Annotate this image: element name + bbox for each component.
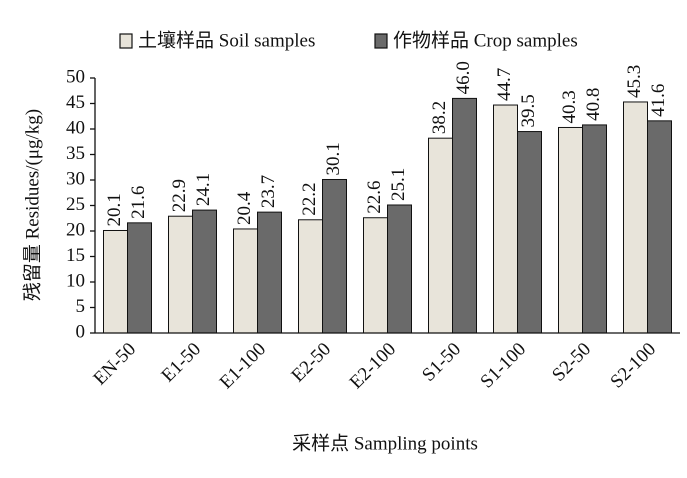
bar — [233, 228, 258, 334]
bar — [103, 229, 128, 334]
x-tick-label: E2-50 — [287, 339, 335, 387]
bar — [168, 215, 193, 334]
y-tick-label: 15 — [66, 245, 85, 266]
data-label: 40.3 — [559, 90, 580, 123]
y-tick-label: 25 — [66, 194, 85, 215]
x-tick-label: S2-100 — [606, 339, 660, 393]
data-label: 22.6 — [364, 180, 385, 213]
data-label: 38.2 — [429, 101, 450, 134]
bar — [452, 97, 477, 334]
bar — [647, 120, 672, 334]
data-label: 20.1 — [104, 193, 125, 226]
data-label: 22.2 — [299, 183, 320, 216]
y-tick-label: 50 — [66, 66, 85, 87]
x-tick-label: S1-50 — [418, 339, 465, 386]
y-tick-label: 30 — [66, 168, 85, 189]
data-label: 21.6 — [128, 186, 149, 219]
data-label: 41.6 — [648, 84, 669, 117]
x-tick-label: S2-50 — [548, 339, 595, 386]
bar — [623, 101, 648, 334]
x-tick-label: EN-50 — [89, 339, 140, 390]
y-tick-label: 5 — [76, 296, 86, 317]
data-label: 46.0 — [453, 61, 474, 94]
bar — [493, 104, 518, 334]
data-label: 44.7 — [494, 68, 515, 101]
legend-label: 土壤样品 Soil samples — [138, 29, 315, 51]
x-axis-title: 采样点 Sampling points — [292, 432, 478, 454]
data-label: 20.4 — [234, 191, 255, 225]
data-label: 23.7 — [258, 175, 279, 208]
legend-swatch — [374, 33, 388, 49]
data-label: 24.1 — [193, 173, 214, 206]
bar — [387, 204, 412, 334]
data-label: 39.5 — [518, 94, 539, 127]
x-tick-label: S1-100 — [476, 339, 530, 393]
y-tick-label: 0 — [76, 321, 86, 342]
legend-swatch — [119, 33, 133, 49]
data-label: 25.1 — [388, 168, 409, 201]
bar — [257, 211, 282, 334]
data-label: 40.8 — [583, 88, 604, 121]
data-label: 22.9 — [169, 179, 190, 212]
legend-label: 作物样品 Crop samples — [393, 29, 578, 51]
bar — [558, 126, 583, 334]
bar — [517, 131, 542, 334]
data-label: 30.1 — [323, 142, 344, 175]
y-tick-label: 40 — [66, 117, 85, 138]
bar — [322, 178, 347, 334]
y-tick-label: 20 — [66, 219, 85, 240]
x-tick-label: E2-100 — [346, 339, 400, 393]
y-tick-label: 35 — [66, 143, 85, 164]
y-axis-title: 残留量 Residues/(μg/kg) — [21, 109, 43, 301]
bar — [363, 217, 388, 334]
x-tick-label: E1-100 — [216, 339, 270, 393]
x-tick-label: E1-50 — [157, 339, 205, 387]
y-tick-label: 45 — [66, 92, 85, 113]
data-label: 45.3 — [624, 65, 645, 98]
y-tick-label: 10 — [66, 270, 85, 291]
bar — [298, 219, 323, 334]
bar — [428, 137, 453, 334]
bar — [582, 124, 607, 334]
bar — [127, 222, 152, 334]
bar — [192, 209, 217, 334]
